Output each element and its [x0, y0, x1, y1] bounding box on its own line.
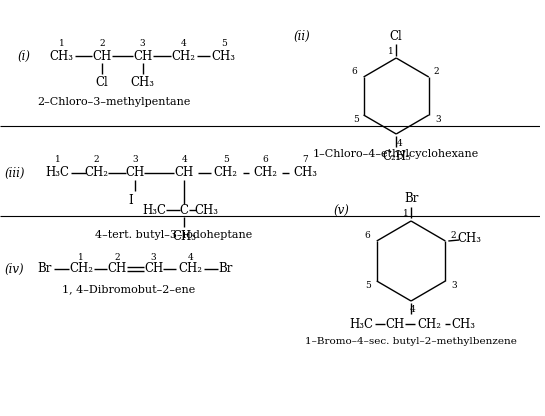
- Text: CH: CH: [93, 50, 112, 62]
- Text: (ii): (ii): [294, 30, 311, 42]
- Text: CH₂: CH₂: [214, 166, 238, 179]
- Text: 2: 2: [99, 39, 105, 47]
- Text: 3: 3: [151, 253, 156, 262]
- Text: CH₃: CH₃: [293, 166, 317, 179]
- Text: CH₃: CH₃: [50, 50, 74, 62]
- Text: 4: 4: [396, 139, 402, 148]
- Text: CH₂: CH₂: [84, 166, 108, 179]
- Text: CH₂: CH₂: [253, 166, 277, 179]
- Text: C₂H₅: C₂H₅: [382, 149, 410, 163]
- Text: 5: 5: [223, 156, 229, 164]
- Text: Cl: Cl: [390, 30, 403, 42]
- Text: CH₃: CH₃: [452, 317, 476, 330]
- Text: CH₃: CH₃: [212, 50, 236, 62]
- Text: 3: 3: [451, 282, 457, 290]
- Text: CH₃: CH₃: [457, 231, 481, 245]
- Text: 3: 3: [140, 39, 146, 47]
- Text: CH₃: CH₃: [172, 230, 196, 243]
- Text: Br: Br: [219, 262, 233, 275]
- Text: H₃C: H₃C: [142, 203, 167, 216]
- Text: CH₂: CH₂: [178, 262, 202, 275]
- Text: 4: 4: [181, 156, 187, 164]
- Text: 6: 6: [263, 156, 268, 164]
- Text: 4: 4: [187, 253, 193, 262]
- Text: CH₃: CH₃: [194, 203, 218, 216]
- Text: CH: CH: [144, 262, 163, 275]
- Text: CH₂: CH₂: [417, 317, 441, 330]
- Text: 1, 4–Dibromobut–2–ene: 1, 4–Dibromobut–2–ene: [62, 284, 196, 294]
- Text: CH: CH: [133, 50, 152, 62]
- Text: 4: 4: [410, 305, 416, 314]
- Text: 6: 6: [364, 231, 370, 240]
- Text: (iv): (iv): [5, 262, 25, 275]
- Text: Br: Br: [404, 193, 418, 206]
- Text: 1–Bromo–4–sec. butyl–2–methylbenzene: 1–Bromo–4–sec. butyl–2–methylbenzene: [305, 337, 517, 346]
- Text: CH₂: CH₂: [171, 50, 195, 62]
- Text: 4–tert. butyl–3–iodoheptane: 4–tert. butyl–3–iodoheptane: [95, 230, 252, 240]
- Text: 1: 1: [58, 39, 64, 47]
- Text: CH: CH: [107, 262, 126, 275]
- Text: C: C: [180, 203, 189, 216]
- Text: 2–Chloro–3–methylpentane: 2–Chloro–3–methylpentane: [37, 97, 191, 107]
- Text: CH₂: CH₂: [69, 262, 93, 275]
- Text: (i): (i): [18, 50, 31, 62]
- Text: 6: 6: [352, 67, 358, 77]
- Text: H₃C: H₃C: [349, 317, 373, 330]
- Text: (iii): (iii): [5, 166, 26, 179]
- Text: 5: 5: [353, 116, 359, 124]
- Text: 7: 7: [302, 156, 308, 164]
- Text: 5: 5: [365, 282, 371, 290]
- Text: CH₃: CH₃: [131, 77, 155, 89]
- Text: H₃C: H₃C: [45, 166, 69, 179]
- Text: Cl: Cl: [95, 77, 108, 89]
- Text: 3: 3: [132, 156, 137, 164]
- Text: 2: 2: [434, 67, 439, 77]
- Text: 1: 1: [54, 156, 60, 164]
- Text: 4: 4: [180, 39, 186, 47]
- Text: 1: 1: [389, 47, 394, 55]
- Text: CH: CH: [125, 166, 144, 179]
- Text: 3: 3: [435, 116, 440, 124]
- Text: 2: 2: [451, 231, 456, 240]
- Text: CH: CH: [174, 166, 194, 179]
- Text: 5: 5: [221, 39, 227, 47]
- Text: (v): (v): [334, 205, 350, 218]
- Text: 1: 1: [78, 253, 84, 262]
- Text: Br: Br: [38, 262, 52, 275]
- Text: 1–Chloro–4–ethylcyclohexane: 1–Chloro–4–ethylcyclohexane: [313, 149, 479, 159]
- Text: 1: 1: [403, 210, 409, 218]
- Text: I: I: [128, 193, 133, 206]
- Text: 2: 2: [114, 253, 120, 262]
- Text: 2: 2: [93, 156, 99, 164]
- Text: CH: CH: [385, 317, 405, 330]
